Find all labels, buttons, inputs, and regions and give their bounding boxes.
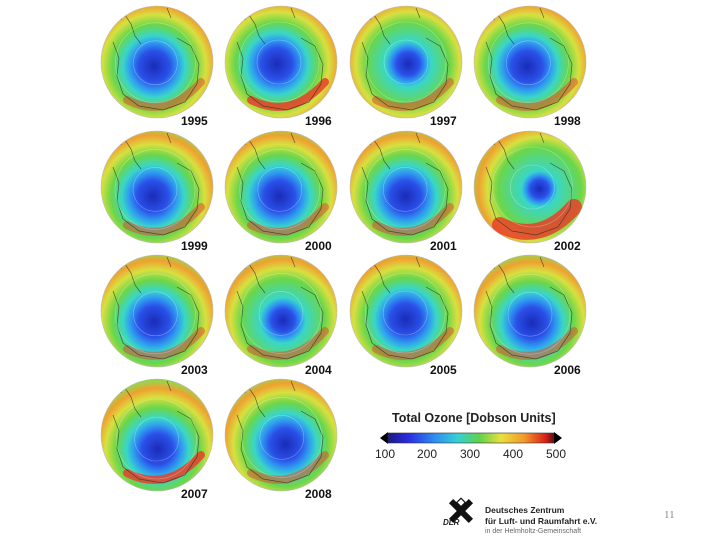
globe-2008: 2008: [221, 375, 345, 501]
ozone-map-2008: [224, 378, 338, 492]
year-label: 1996: [305, 114, 332, 128]
colorbar-tick-100: 100: [375, 447, 396, 461]
globe-1996: 1996: [221, 2, 345, 128]
year-label: 2002: [554, 239, 581, 253]
colorbar-tick-300: 300: [460, 447, 481, 461]
dlr-abbr: DLR: [443, 518, 460, 527]
ozone-map-2000: [224, 130, 338, 244]
ozone-map-1996: [224, 5, 338, 119]
year-label: 2001: [430, 239, 457, 253]
ozone-map-1999: [100, 130, 214, 244]
year-label: 1999: [181, 239, 208, 253]
year-label: 2008: [305, 487, 332, 501]
year-label: 2005: [430, 363, 457, 377]
year-label: 1995: [181, 114, 208, 128]
colorbar-gradient: [387, 432, 555, 444]
ozone-map-2002: [473, 130, 587, 244]
ozone-figure: 1995 1996 1997 1998 1999 2000 2001 2002 2003 2004…: [95, 0, 606, 540]
org-line2: für Luft- und Raumfahrt e.V.: [485, 516, 598, 526]
org-line1: Deutsches Zentrum: [485, 505, 565, 515]
ozone-map-2005: [349, 254, 463, 368]
ozone-map-2004: [224, 254, 338, 368]
globe-1998: 1998: [470, 2, 594, 128]
colorbar-left-arrow: [380, 432, 388, 444]
globe-2007: 2007: [97, 375, 221, 501]
dlr-logo-icon: [448, 497, 474, 524]
ozone-map-2003: [100, 254, 214, 368]
year-label: 2000: [305, 239, 332, 253]
org-line3: in der Helmholtz-Gemeinschaft: [485, 528, 582, 535]
globe-2000: 2000: [221, 127, 345, 253]
page-number: 11: [664, 509, 675, 521]
globe-2002: 2002: [470, 127, 594, 253]
colorbar-right-arrow: [554, 432, 562, 444]
globe-1997: 1997: [346, 2, 470, 128]
legend-title: Total Ozone [Dobson Units]: [392, 411, 556, 425]
globe-2001: 2001: [346, 127, 470, 253]
colorbar-tick-200: 200: [417, 447, 438, 461]
globe-1995: 1995: [97, 2, 221, 128]
year-label: 1998: [554, 114, 581, 128]
ozone-map-1995: [100, 5, 214, 119]
colorbar-tick-400: 400: [503, 447, 524, 461]
colorbar-tick-500: 500: [546, 447, 567, 461]
globe-2004: 2004: [221, 251, 345, 377]
globe-2006: 2006: [470, 251, 594, 377]
globe-2003: 2003: [97, 251, 221, 377]
year-label: 1997: [430, 114, 457, 128]
globe-1999: 1999: [97, 127, 221, 253]
ozone-map-1998: [473, 5, 587, 119]
ozone-map-2007: [100, 378, 214, 492]
year-label: 2004: [305, 363, 332, 377]
year-label: 2007: [181, 487, 208, 501]
ozone-map-2001: [349, 130, 463, 244]
colorbar: [380, 432, 562, 444]
year-label: 2006: [554, 363, 581, 377]
year-label: 2003: [181, 363, 208, 377]
ozone-map-1997: [349, 5, 463, 119]
ozone-map-2006: [473, 254, 587, 368]
globe-2005: 2005: [346, 251, 470, 377]
